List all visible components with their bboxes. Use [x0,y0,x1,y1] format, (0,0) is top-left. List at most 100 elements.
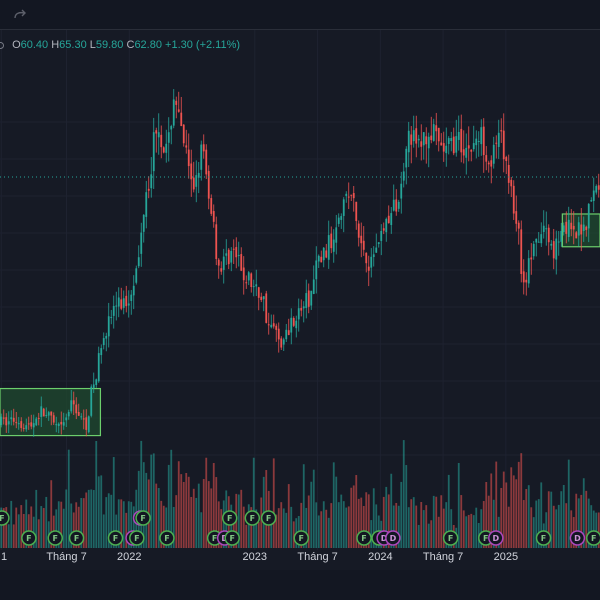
event-letter: F [212,534,217,543]
candle-body [477,141,480,143]
volume-bar [37,519,40,548]
volume-bar [285,512,288,548]
volume-bar [50,480,53,548]
candle-body [497,132,500,147]
series-visibility-icon[interactable] [0,41,4,49]
candle-body [332,239,335,252]
volume-bar [577,498,580,548]
candle-body [320,256,323,263]
volume-bar [220,509,223,548]
volume-bar [195,497,198,548]
volume-bar [537,499,540,548]
volume-bar [515,479,518,548]
volume-bar [102,514,105,548]
volume-bar [362,506,365,548]
event-letter: D [492,534,499,543]
candle-body [65,417,68,421]
volume-bar [120,499,123,548]
candle-body [175,100,178,105]
candle-body [15,422,18,424]
volume-bar [315,502,318,548]
volume-bar [282,508,285,548]
volume-bar [340,494,343,548]
volume-bar [90,489,93,548]
candle-body [490,160,493,167]
candle-body [52,415,55,423]
dividend-event-icon [488,530,504,546]
candle-body [70,400,73,412]
candle-body [547,227,550,243]
open-value: 60.40 [20,39,49,51]
volume-bar [420,501,423,548]
volume-bar [512,475,515,548]
volume-bar [570,510,573,548]
candle-body [145,192,148,217]
candle-body [370,256,373,268]
volume-bar [70,503,73,548]
candle-body [40,406,43,417]
candle-body [380,231,383,241]
volume-bar [230,504,233,548]
x-tick-label: Tháng 7 [297,551,338,563]
volume-bar [372,488,375,548]
event-letter: F [266,514,271,523]
candle-body [360,235,363,244]
candle-body [280,338,283,348]
volume-bar [410,499,413,548]
volume-bar [35,489,38,548]
volume-bar [40,506,43,548]
volume-bar [550,491,553,548]
volume-bar [140,440,143,548]
earnings-event-icon [68,530,85,546]
candle-body [95,379,98,386]
candle-body [325,250,328,258]
candle-body [550,243,553,246]
volume-bar [540,482,543,548]
candle-body [520,229,523,274]
volume-bar [10,500,13,548]
candle-body [7,421,10,425]
candle-body [587,203,590,229]
volume-bar [317,515,320,548]
candle-body [0,416,3,426]
volume-bar [592,510,595,548]
candle-body [115,305,118,307]
redo-icon[interactable] [12,7,28,23]
candle-body [277,328,280,340]
volume-bar [322,501,325,548]
volume-bar [307,495,310,548]
change-value: +1.30 (+2.11%) [165,39,241,51]
volume-bar [370,520,373,548]
candle-body [462,149,465,156]
candle-body [440,142,443,146]
candle-body [545,228,548,230]
volume-bar [130,501,133,548]
volume-bar [15,507,18,548]
volume-bar [530,507,533,548]
candle-body [282,339,285,345]
candle-body [85,417,88,430]
volume-bar [357,498,360,548]
candle-body [182,124,185,144]
close-value: 62.80 [134,39,162,51]
time-axis[interactable]: 1 Tháng 7 2022 2023 Tháng 7 2024 Tháng 7 2025 [0,551,600,571]
candle-body [402,171,405,181]
candle-body [505,157,508,161]
candle-body [165,143,168,153]
earnings-event-icon [159,530,175,546]
candle-body [335,227,338,243]
event-letter: F [361,534,366,543]
x-tick-label: 2024 [368,551,393,563]
volume-bar [237,494,240,548]
candle-body [287,330,290,335]
candle-body [450,138,453,142]
volume-bar [567,459,570,548]
candle-body [560,230,563,242]
candle-body [500,130,503,132]
candle-body [185,145,188,148]
volume-bar [162,505,165,548]
candle-body [177,109,180,112]
volume-bar [127,501,130,548]
volume-bar [532,517,535,548]
